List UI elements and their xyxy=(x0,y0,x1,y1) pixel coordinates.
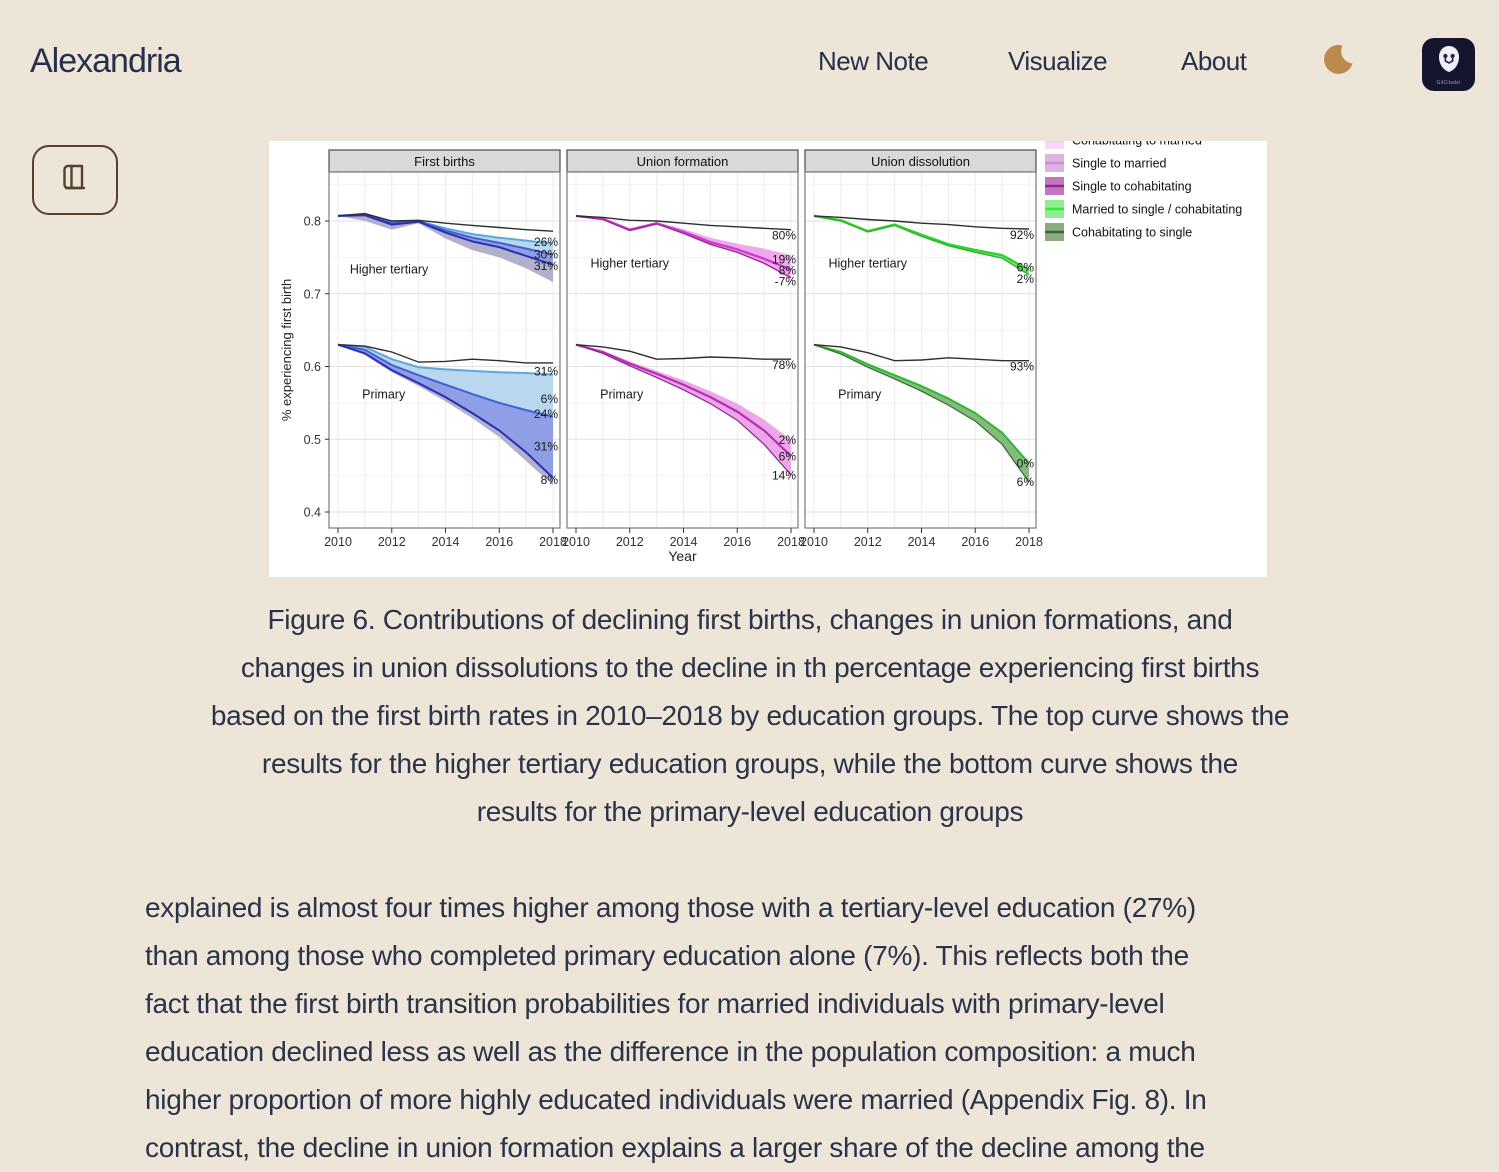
article-line: fact that the first birth transition pro… xyxy=(145,988,1165,1019)
svg-text:% experiencing first birth: % experiencing first birth xyxy=(279,279,294,421)
caption-line: results for the higher tertiary educatio… xyxy=(261,748,1239,779)
caption-line: based on the first birth rates in 2010–2… xyxy=(210,700,1290,731)
svg-text:2014: 2014 xyxy=(670,535,698,549)
svg-text:6%: 6% xyxy=(1017,261,1035,275)
svg-text:30%: 30% xyxy=(534,247,558,261)
svg-text:Primary: Primary xyxy=(362,388,406,402)
svg-text:0.6: 0.6 xyxy=(304,360,321,374)
badge-label: GitCitadel xyxy=(1436,79,1461,86)
svg-text:2%: 2% xyxy=(1017,272,1035,286)
article-text: explained is almost four times higher am… xyxy=(145,884,1445,1172)
svg-text:93%: 93% xyxy=(1010,360,1034,374)
svg-text:26%: 26% xyxy=(534,235,558,249)
dark-mode-toggle[interactable] xyxy=(1320,42,1354,76)
svg-text:0.5: 0.5 xyxy=(304,433,321,447)
svg-text:78%: 78% xyxy=(772,358,796,372)
svg-text:Single to married: Single to married xyxy=(1072,157,1167,171)
article-line: contrast, the decline in union formation… xyxy=(145,1132,1205,1163)
library-button[interactable] xyxy=(32,145,118,215)
svg-text:Single to cohabitating: Single to cohabitating xyxy=(1072,180,1192,194)
svg-text:Primary: Primary xyxy=(838,388,882,402)
svg-text:Higher tertiary: Higher tertiary xyxy=(591,257,670,271)
svg-text:2012: 2012 xyxy=(616,535,644,549)
svg-text:0.8: 0.8 xyxy=(304,215,321,229)
moon-icon xyxy=(1320,44,1354,80)
svg-text:31%: 31% xyxy=(534,365,558,379)
svg-text:92%: 92% xyxy=(1010,228,1034,242)
app-brand[interactable]: Alexandria xyxy=(30,42,182,80)
svg-text:2012: 2012 xyxy=(854,535,882,549)
svg-text:2018: 2018 xyxy=(777,535,805,549)
svg-text:31%: 31% xyxy=(534,259,558,273)
caption-line: Figure 6. Contributions of declining fir… xyxy=(267,604,1233,635)
figure-caption: Figure 6. Contributions of declining fir… xyxy=(100,596,1400,836)
caption-line: results for the primary-level education … xyxy=(476,796,1024,827)
svg-text:0.7: 0.7 xyxy=(304,287,321,301)
svg-text:2018: 2018 xyxy=(539,535,567,549)
svg-text:2010: 2010 xyxy=(324,535,352,549)
svg-text:-7%: -7% xyxy=(775,274,797,288)
svg-text:0%: 0% xyxy=(1017,456,1035,470)
svg-text:6%: 6% xyxy=(779,450,797,464)
article-line: education declined less as well as the d… xyxy=(145,1036,1196,1067)
svg-text:2010: 2010 xyxy=(800,535,828,549)
svg-text:Married to single / cohabitati: Married to single / cohabitating xyxy=(1072,203,1242,217)
svg-text:Cohabitating to married: Cohabitating to married xyxy=(1072,141,1202,148)
svg-text:80%: 80% xyxy=(772,229,796,243)
book-icon xyxy=(55,158,95,203)
svg-text:2014: 2014 xyxy=(908,535,936,549)
svg-text:14%: 14% xyxy=(772,469,796,483)
svg-text:2014: 2014 xyxy=(432,535,460,549)
caption-line: changes in union dissolutions to the dec… xyxy=(240,652,1260,683)
svg-text:31%: 31% xyxy=(534,440,558,454)
svg-text:8%: 8% xyxy=(541,473,559,487)
article-line: higher proportion of more highly educate… xyxy=(145,1084,1207,1115)
svg-text:24%: 24% xyxy=(534,407,558,421)
top-nav: New Note Visualize About xyxy=(0,46,1499,86)
svg-text:2016: 2016 xyxy=(961,535,989,549)
gitcitadel-badge[interactable]: GitCitadel xyxy=(1422,38,1475,91)
svg-text:0.4: 0.4 xyxy=(304,506,321,520)
nav-new-note[interactable]: New Note xyxy=(818,46,929,76)
svg-text:19%: 19% xyxy=(772,253,796,267)
svg-text:Primary: Primary xyxy=(600,388,644,402)
figure-image: First births 26% 30% 31% Higher tertiary 31% 6… xyxy=(269,141,1267,577)
svg-text:6%: 6% xyxy=(541,392,559,406)
svg-text:2012: 2012 xyxy=(378,535,406,549)
svg-text:Higher tertiary: Higher tertiary xyxy=(350,262,429,276)
nav-about[interactable]: About xyxy=(1181,46,1247,76)
svg-text:Union dissolution: Union dissolution xyxy=(871,154,970,169)
svg-text:Union formation: Union formation xyxy=(637,154,729,169)
svg-text:2018: 2018 xyxy=(1015,535,1043,549)
article-line: explained is almost four times higher am… xyxy=(145,892,1196,923)
svg-text:2016: 2016 xyxy=(485,535,513,549)
nav-visualize[interactable]: Visualize xyxy=(1008,46,1108,76)
svg-text:6%: 6% xyxy=(1017,475,1035,489)
svg-text:First births: First births xyxy=(414,154,475,169)
svg-text:8%: 8% xyxy=(779,263,797,277)
gitcitadel-logo-icon xyxy=(1434,44,1464,79)
svg-text:2010: 2010 xyxy=(562,535,590,549)
svg-text:2%: 2% xyxy=(779,433,797,447)
svg-text:2016: 2016 xyxy=(723,535,751,549)
svg-text:Higher tertiary: Higher tertiary xyxy=(829,257,908,271)
page: { "header": { "brand": "Alexandria", "na… xyxy=(0,38,1499,1163)
svg-text:Cohabitating to single: Cohabitating to single xyxy=(1072,226,1192,240)
svg-text:Year: Year xyxy=(668,548,697,564)
article-line: than among those who completed primary e… xyxy=(145,940,1189,971)
